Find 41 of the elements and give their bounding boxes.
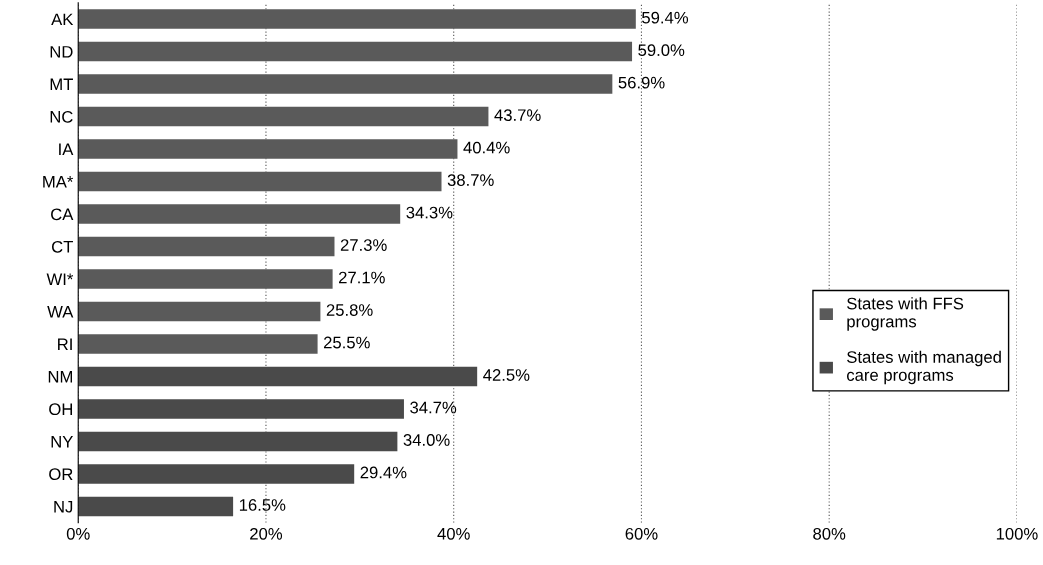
y-tick-label: NJ <box>54 500 73 513</box>
y-tick-label: RI <box>58 338 72 350</box>
data-label: 59.4% <box>642 11 689 24</box>
y-tick-label: MT <box>50 78 73 91</box>
y-tick-label: NC <box>50 110 73 123</box>
x-tick-label: 0% <box>66 527 90 540</box>
data-label: 34.3% <box>406 206 453 219</box>
data-label: 27.3% <box>340 239 387 251</box>
legend-label: States with FFS programs <box>847 297 964 331</box>
data-label: 25.5% <box>323 336 370 349</box>
y-tick-label: AK <box>51 13 74 26</box>
data-label: 27.1% <box>339 271 385 284</box>
y-tick-label: NM <box>48 371 72 383</box>
data-label: 38.7% <box>447 174 494 186</box>
data-label: 16.5% <box>239 499 286 511</box>
x-tick-label: 60% <box>625 527 658 540</box>
x-tick-label: 100% <box>996 527 1038 540</box>
y-tick-label: WI* <box>46 273 74 286</box>
bar <box>78 496 234 517</box>
data-label: 56.9% <box>618 76 665 89</box>
y-tick-label: OH <box>49 403 72 416</box>
data-label: 29.4% <box>360 466 407 479</box>
y-tick-label: MA* <box>43 176 74 188</box>
data-label: 43.7% <box>494 109 541 122</box>
y-tick-label: IA <box>59 143 74 156</box>
data-label: 34.0% <box>403 434 450 446</box>
data-label: 42.5% <box>483 369 530 381</box>
y-tick-label: WA <box>47 306 74 318</box>
y-tick-label: ND <box>50 46 73 58</box>
y-tick-label: CT <box>51 240 73 253</box>
x-tick-label: 40% <box>437 527 470 540</box>
data-label: 59.0% <box>638 44 685 57</box>
legend-label: States with managed care programs <box>847 350 1001 385</box>
y-tick-label: OR <box>49 468 73 481</box>
y-tick-label: CA <box>51 208 74 221</box>
data-label: 25.8% <box>326 304 373 316</box>
data-label: 34.7% <box>410 401 457 414</box>
x-tick-label: 20% <box>250 527 283 540</box>
y-tick-label: NY <box>51 435 73 448</box>
x-tick-label: 80% <box>813 527 846 540</box>
data-label: 40.4% <box>463 141 510 154</box>
